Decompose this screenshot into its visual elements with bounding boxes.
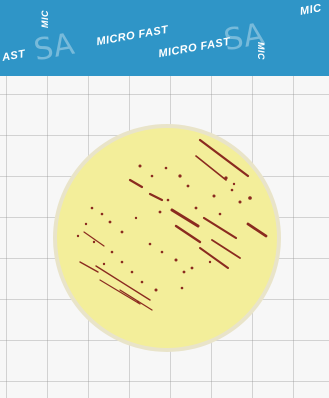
- brand-header-band: AST SA MIC MICRO FAST MICRO FAST SA MIC …: [0, 0, 329, 76]
- colony-streak: [83, 231, 105, 247]
- colony: [248, 196, 252, 200]
- colony: [224, 176, 228, 180]
- colony: [208, 260, 212, 264]
- plate-agar: [57, 128, 277, 348]
- colony: [138, 164, 142, 168]
- colony-streak: [128, 178, 144, 189]
- colony: [182, 270, 186, 274]
- colony: [134, 216, 138, 220]
- colony: [110, 250, 114, 254]
- colony: [108, 220, 112, 224]
- colony: [130, 270, 134, 274]
- colony: [92, 240, 96, 244]
- colony: [76, 234, 80, 238]
- colony-streak: [174, 224, 202, 244]
- colony: [174, 258, 178, 262]
- colony-streaks: [79, 138, 268, 311]
- colony: [102, 262, 106, 266]
- colony: [90, 206, 94, 210]
- colony: [186, 184, 190, 188]
- colony-streak: [99, 279, 141, 305]
- colony-streak: [170, 208, 200, 228]
- colony-streak: [79, 261, 99, 273]
- colony: [166, 198, 170, 202]
- colony-streak: [199, 247, 229, 269]
- colony: [120, 230, 124, 234]
- colony: [100, 212, 104, 216]
- colony: [120, 260, 124, 264]
- colony-streak: [95, 265, 151, 301]
- colony-streak: [198, 138, 250, 178]
- colony: [84, 222, 88, 226]
- colony: [190, 266, 194, 270]
- colony: [194, 206, 198, 210]
- colony: [158, 210, 162, 214]
- colony: [136, 300, 140, 304]
- colony-streak: [202, 216, 238, 240]
- colony: [148, 242, 152, 246]
- colony: [230, 188, 234, 192]
- colony: [212, 194, 216, 198]
- colony-dots: [76, 164, 252, 304]
- colony: [178, 174, 182, 178]
- colony: [238, 200, 242, 204]
- colony-streak: [119, 289, 153, 311]
- colony: [218, 212, 222, 216]
- colony: [180, 286, 184, 290]
- colony-streak: [246, 222, 268, 238]
- colony: [164, 166, 168, 170]
- colony: [160, 250, 164, 254]
- colony-streak: [195, 155, 227, 181]
- colony: [154, 288, 158, 292]
- colony: [232, 182, 236, 186]
- colony: [150, 174, 154, 178]
- colony-streak: [211, 239, 241, 259]
- colony: [140, 280, 144, 284]
- colony-streak: [148, 192, 164, 202]
